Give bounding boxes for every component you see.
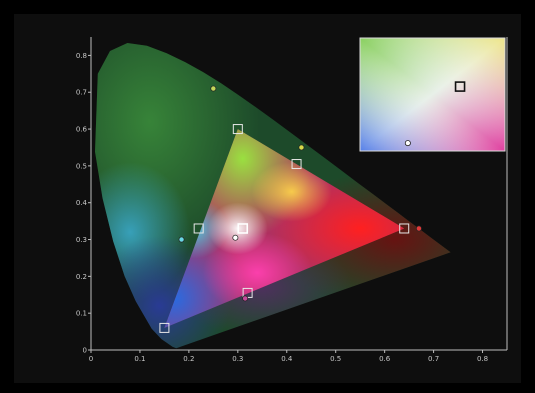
- circle-marker: [232, 234, 239, 241]
- circle-marker: [415, 225, 422, 232]
- y-tick-label: 0.7: [76, 89, 87, 97]
- circle-marker: [242, 295, 249, 302]
- x-tick-label: 0.8: [477, 355, 488, 363]
- circle-markers: [178, 85, 422, 302]
- y-tick-label: 0.3: [76, 236, 87, 244]
- circle-marker: [210, 85, 217, 92]
- x-tick-label: 0.7: [428, 355, 439, 363]
- square-marker: [232, 124, 243, 135]
- x-tick-label: 0: [89, 355, 93, 363]
- x-tick-label: 0.2: [183, 355, 194, 363]
- square-marker: [159, 322, 170, 333]
- x-tick-label: 0.4: [281, 355, 293, 363]
- inset-circle-marker: [404, 140, 411, 147]
- inset-panel: [359, 37, 506, 152]
- axes: [90, 37, 508, 351]
- square-marker: [237, 223, 249, 234]
- chromaticity-diagram: 0 0.1 0.2 0.3 0.4 0.5 0.6 0.7 0.8 00.10.20.30.40…: [76, 37, 508, 363]
- x-tick-label: 0.6: [379, 355, 391, 363]
- y-tick-label: 0.5: [76, 162, 87, 170]
- square-marker: [399, 223, 410, 234]
- y-tick-label: 0: [83, 347, 87, 355]
- y-tick-label: 0.8: [76, 52, 87, 60]
- circle-marker: [298, 144, 305, 151]
- square-marker: [193, 223, 204, 234]
- y-tick-label: 0.4: [76, 199, 88, 207]
- x-tick-label: 0.1: [134, 355, 145, 363]
- circle-marker: [178, 236, 185, 243]
- y-axis-ticks: 0 0.1 0.2 0.3 0.4 0.5 0.6 0.7 0.8: [76, 52, 91, 355]
- y-tick-label: 0.6: [76, 126, 88, 134]
- x-tick-label: 0.3: [232, 355, 243, 363]
- x-axis-ticks: 0 0.1 0.2 0.3 0.4 0.5 0.6 0.7 0.8: [89, 350, 488, 363]
- y-tick-label: 0.1: [76, 310, 87, 318]
- inset-square-marker: [454, 81, 466, 92]
- chart-panel: 0 0.1 0.2 0.3 0.4 0.5 0.6 0.7 0.8 0 0.1 0.2 0.3 0.4 0…: [14, 14, 521, 383]
- x-tick-label: 0.5: [330, 355, 341, 363]
- y-tick-label: 0.2: [76, 273, 87, 281]
- square-marker: [291, 159, 302, 170]
